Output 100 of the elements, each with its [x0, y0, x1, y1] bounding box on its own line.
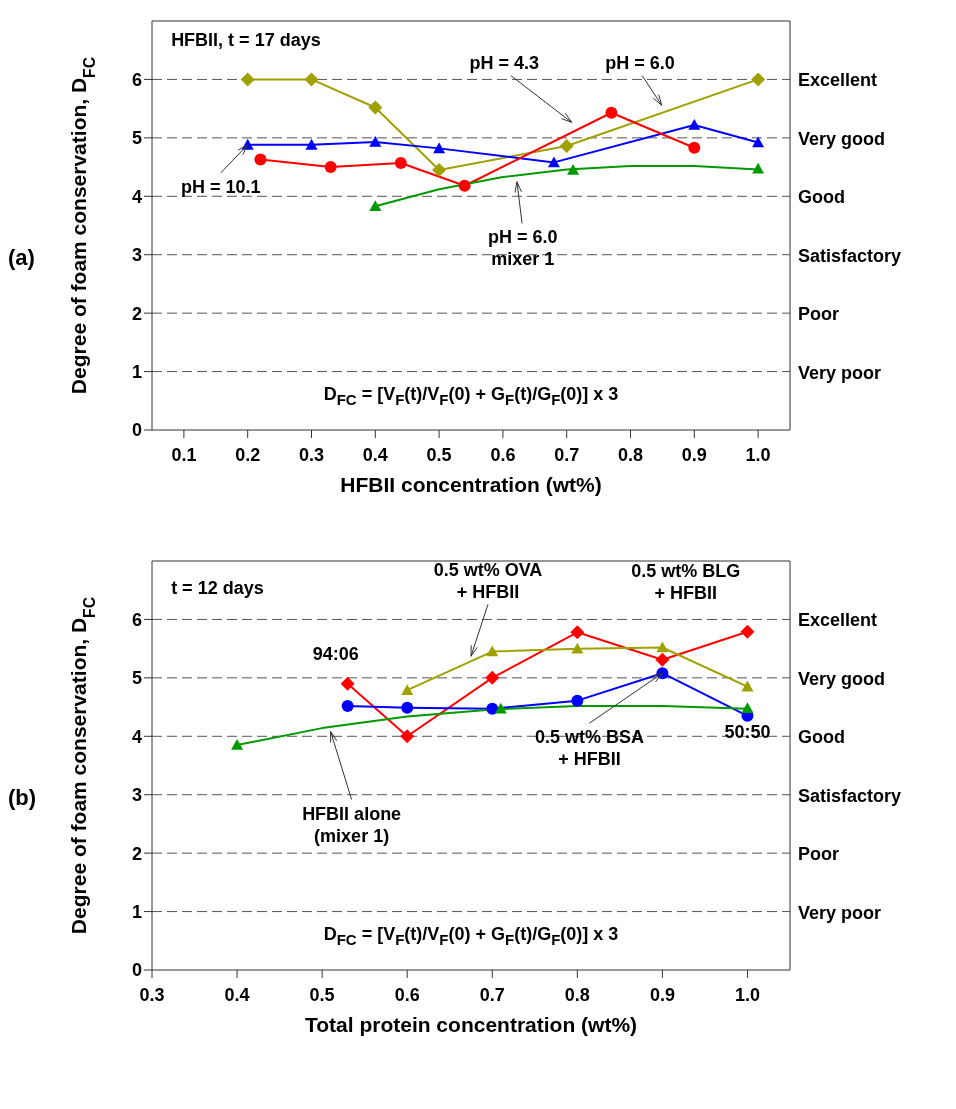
point [433, 142, 446, 154]
x-tick-label: 0.9 [649, 984, 675, 1005]
point [240, 72, 255, 87]
point [324, 161, 337, 174]
x-tick-label: 0.5 [426, 444, 452, 465]
y-tick-label: 2 [131, 843, 142, 864]
point [751, 72, 766, 87]
annotation: pH = 10.1 [180, 176, 261, 197]
annotation: 0.5 wt% BSA + HFBII [534, 727, 644, 770]
x-tick-label: 0.7 [554, 444, 580, 465]
x-tick-label: 1.0 [734, 984, 760, 1005]
point [494, 702, 507, 714]
x-tick-label: 0.9 [681, 444, 707, 465]
x-tick-label: 0.7 [479, 984, 505, 1005]
point [571, 694, 584, 707]
ref-line-label: Satisfactory [798, 785, 902, 806]
x-tick-label: 0.4 [362, 444, 388, 465]
text: (a) [8, 245, 36, 271]
point [304, 72, 319, 87]
point [341, 699, 354, 712]
point [254, 153, 267, 166]
ref-line-label: Satisfactory [798, 245, 902, 266]
y-tick-label: 5 [131, 668, 142, 689]
point [570, 625, 585, 640]
point [741, 680, 754, 692]
point [547, 156, 560, 168]
x-tick-label: 0.6 [490, 444, 516, 465]
annotation: 0.5 wt% BLG + HFBII [631, 560, 741, 603]
ref-line-label: Poor [798, 304, 840, 325]
x-axis-title: HFBII concentration (wt%) [340, 473, 602, 496]
annotation: pH = 4.3 [469, 52, 539, 73]
point [486, 702, 499, 715]
x-tick-label: 0.3 [139, 984, 165, 1005]
x-tick-label: 1.0 [745, 444, 771, 465]
y-tick-label: 5 [131, 128, 142, 149]
point [752, 162, 765, 174]
x-tick-label: 0.8 [564, 984, 590, 1005]
point [486, 645, 499, 657]
point [369, 135, 382, 147]
point [752, 136, 765, 148]
y-tick-label: 2 [131, 303, 142, 324]
text: D$_{FC}$ = [V$_{F}$(t)/V$_{F}$(0) + G$_{F}$(t)/G$_{F}$(0)] x 3 [323, 383, 619, 408]
x-tick-label: 0.1 [171, 444, 197, 465]
point [401, 684, 414, 695]
ref-line-label: Good [798, 727, 845, 748]
ref-line-label: Excellent [798, 610, 878, 631]
annotation: 0.5 wt% OVA + HFBII [433, 560, 543, 603]
point [605, 106, 618, 119]
x-tick-label: 0.2 [235, 444, 261, 465]
point [231, 739, 244, 750]
annotation: pH = 6.0 [605, 52, 675, 73]
point [741, 702, 754, 714]
x-tick-label: 0.5 [309, 984, 335, 1005]
y-tick-label: 3 [131, 785, 142, 806]
point [368, 100, 383, 115]
annotation: 94:06 [312, 643, 359, 664]
text: D$_{FC}$ = [V$_{F}$(t)/V$_{F}$(0) + G$_{F}$(t)/G$_{F}$(0)] x 3 [323, 923, 619, 948]
y-tick-label: 6 [131, 69, 142, 90]
ref-line-label: Poor [798, 844, 840, 865]
point [688, 141, 701, 154]
point [688, 119, 701, 130]
ref-line-label: Very poor [798, 902, 882, 923]
y-tick-label: 0 [131, 960, 142, 981]
annotation: HFBII alone (mixer 1) [302, 803, 402, 846]
point [401, 701, 414, 714]
point [740, 624, 755, 639]
point [458, 179, 471, 192]
point [432, 162, 447, 177]
ref-line-label: Very good [798, 128, 886, 149]
ref-line-label: Good [798, 187, 845, 208]
y-tick-label: 6 [131, 609, 142, 630]
y-tick-label: 4 [131, 186, 142, 207]
ref-line-label: Very good [798, 668, 886, 689]
annotation: pH = 6.0 mixer 1 [486, 225, 559, 270]
point [656, 641, 669, 653]
x-axis-title: Total protein concentration (wt%) [304, 1013, 638, 1036]
point [400, 729, 415, 744]
point [559, 139, 574, 154]
point [369, 200, 382, 212]
point [305, 138, 318, 150]
point [485, 670, 500, 685]
annotation: HFBII, t = 17 days [171, 29, 321, 52]
x-tick-label: 0.6 [394, 984, 420, 1005]
x-tick-label: 0.3 [298, 444, 325, 465]
y-tick-label: 1 [131, 361, 142, 382]
ref-line-label: Excellent [798, 70, 878, 91]
ref-line-label: Very poor [798, 362, 882, 383]
annotation: t = 12 days [171, 577, 264, 600]
text: (b) [8, 785, 38, 811]
point [340, 676, 355, 691]
point [394, 156, 407, 169]
point [567, 163, 580, 175]
y-tick-label: 0 [131, 420, 142, 441]
x-tick-label: 0.4 [224, 984, 250, 1005]
x-tick-label: 0.8 [617, 444, 644, 465]
point [655, 652, 670, 667]
point [571, 642, 584, 654]
y-tick-label: 3 [131, 245, 142, 266]
annotation: 50:50 [724, 721, 771, 742]
y-tick-label: 4 [131, 726, 142, 747]
